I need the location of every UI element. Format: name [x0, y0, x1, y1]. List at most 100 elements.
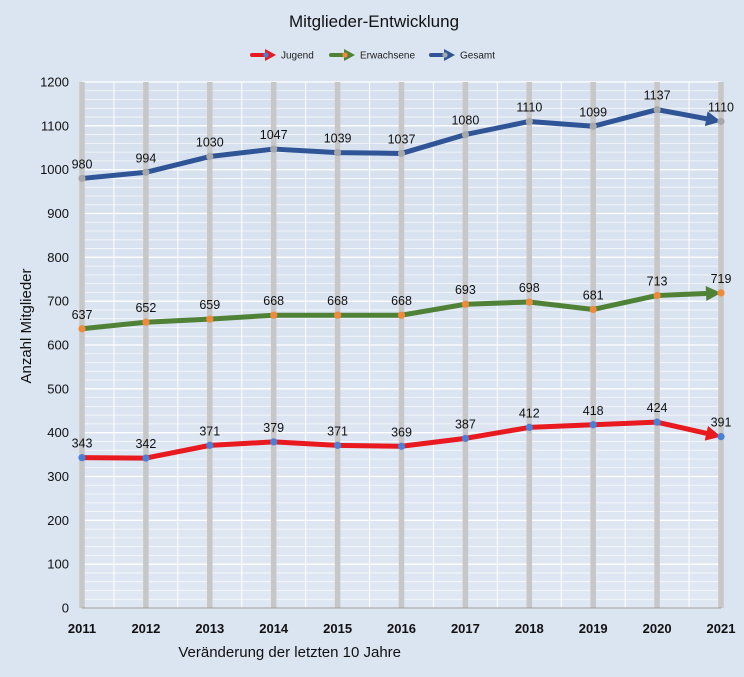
data-point: [397, 149, 406, 158]
legend-swatch-arrow: [265, 49, 276, 61]
y-tick-label: 700: [47, 294, 69, 309]
data-label: 1047: [260, 128, 288, 142]
data-label: 371: [327, 424, 348, 438]
data-point: [461, 434, 469, 442]
data-point: [206, 152, 214, 161]
legend-label: Jugend: [281, 51, 314, 62]
data-point: [717, 117, 725, 126]
x-tick-label: 2019: [579, 621, 608, 636]
y-tick-label: 1100: [41, 118, 69, 133]
data-label: 1037: [388, 132, 416, 146]
data-point: [142, 454, 150, 462]
data-label: 637: [72, 308, 93, 322]
legend-item-gesamt: Gesamt: [429, 49, 495, 62]
chart-title: Mitglieder-Entwicklung: [289, 12, 459, 31]
data-point: [397, 311, 406, 319]
series-group: [78, 106, 725, 462]
data-point: [461, 131, 469, 139]
data-label: 343: [72, 437, 93, 451]
data-label: 668: [327, 294, 348, 308]
x-tick-label: 2013: [195, 621, 224, 636]
grid: [79, 81, 724, 609]
data-label: 652: [135, 301, 156, 315]
data-label: 681: [583, 288, 604, 302]
data-point: [206, 441, 214, 449]
x-tick-label: 2014: [259, 621, 289, 636]
data-point: [653, 291, 661, 300]
series-gesamt: [78, 106, 725, 183]
data-label: 1039: [324, 132, 352, 146]
y-tick-label: 200: [47, 513, 69, 528]
data-label: 698: [519, 281, 540, 295]
data-label: 1137: [644, 89, 671, 103]
data-point: [653, 418, 661, 426]
data-point: [334, 148, 342, 157]
legend-swatch-marker: [263, 52, 269, 58]
series-arrow-gesamt: [704, 111, 721, 127]
legend-label: Gesamt: [460, 51, 495, 62]
data-label: 387: [455, 417, 476, 431]
data-label: 412: [519, 406, 540, 420]
data-label: 994: [135, 151, 156, 165]
data-point: [142, 318, 150, 326]
data-labels: 343 342 371 379 371 369 387 412 418 424 391 637 652 6…: [72, 89, 734, 451]
y-tick-label: 100: [47, 557, 69, 572]
data-label: 668: [391, 294, 412, 308]
y-tick-label: 300: [47, 469, 69, 484]
x-tick-label: 2012: [131, 621, 160, 636]
data-point: [142, 168, 150, 176]
y-axis-label: Anzahl Mitglieder: [18, 268, 35, 383]
x-tick-label: 2018: [515, 621, 544, 636]
data-point: [78, 174, 86, 183]
y-tick-label: 900: [47, 206, 69, 221]
legend-swatch-arrow: [344, 49, 355, 61]
data-point: [589, 122, 597, 130]
data-label: 1080: [451, 114, 479, 128]
x-tick-label: 2021: [707, 621, 736, 636]
legend-swatch-marker: [442, 52, 448, 58]
data-point: [589, 305, 597, 314]
data-label: 719: [711, 272, 732, 286]
y-tick-label: 0: [62, 601, 69, 616]
data-point: [334, 441, 342, 449]
data-label: 391: [711, 416, 732, 430]
data-point: [525, 117, 533, 126]
x-tick-label: 2015: [323, 621, 352, 636]
data-point: [589, 421, 597, 429]
y-tick-label: 1200: [40, 75, 69, 90]
data-point: [653, 106, 661, 114]
data-label: 1030: [196, 136, 224, 150]
data-point: [525, 423, 533, 432]
data-point: [78, 325, 86, 333]
data-label: 1110: [708, 100, 734, 114]
x-tick-label: 2020: [643, 621, 672, 636]
series-arrow-jugend: [704, 425, 721, 441]
data-label: 342: [135, 437, 156, 451]
y-tick-label: 500: [47, 381, 69, 396]
data-label: 713: [647, 274, 668, 288]
data-point: [717, 289, 725, 297]
data-label: 424: [647, 401, 668, 415]
y-tick-label: 600: [47, 338, 69, 353]
x-tick-label: 2017: [451, 621, 480, 636]
series-jugend: [78, 418, 725, 462]
data-label: 379: [263, 421, 284, 435]
data-label: 1099: [579, 105, 607, 119]
data-point: [270, 311, 278, 319]
data-label: 693: [455, 283, 476, 297]
data-label: 980: [72, 157, 93, 171]
legend-item-erwachsene: Erwachsene: [329, 49, 415, 62]
series-erwachsene: [78, 285, 725, 333]
axes: 0 100 200 300 400 500 600 700 800 900 1000 1100 1200…: [40, 75, 735, 637]
data-point: [206, 315, 214, 323]
data-label: 418: [583, 404, 604, 418]
data-label: 668: [263, 294, 284, 308]
data-label: 659: [199, 298, 220, 312]
data-point: [525, 298, 533, 306]
legend-swatch-marker: [342, 52, 348, 58]
data-label: 371: [199, 424, 220, 438]
y-tick-label: 800: [47, 250, 69, 265]
legend-label: Erwachsene: [360, 51, 415, 62]
x-tick-label: 2016: [387, 621, 416, 636]
